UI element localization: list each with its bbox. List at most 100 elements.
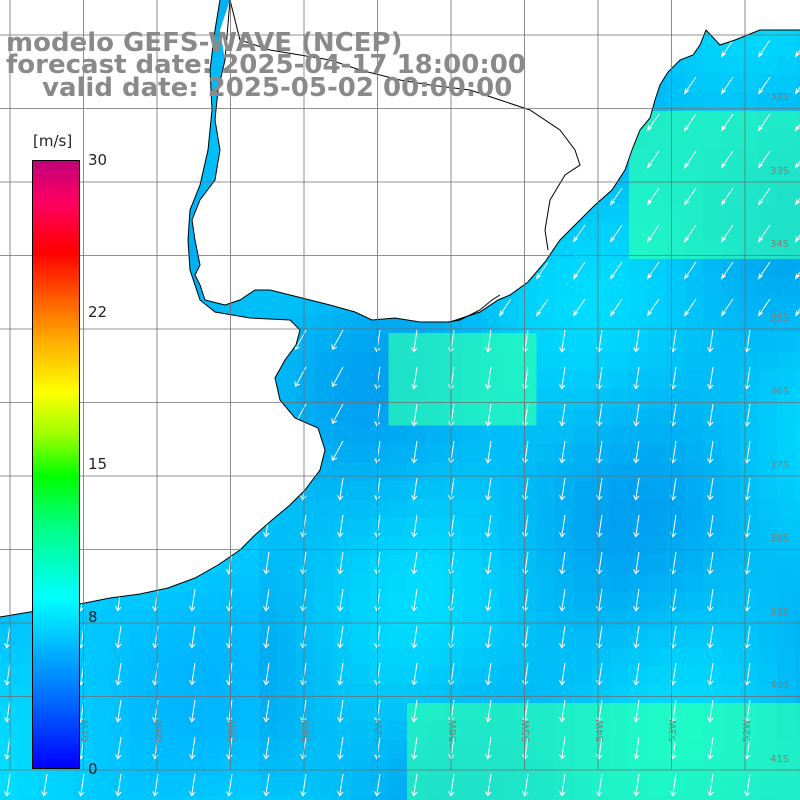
wind-arrow: [411, 366, 418, 390]
wind-cell: [314, 314, 334, 334]
wind-cell: [573, 536, 593, 556]
wind-cell: [462, 407, 482, 426]
wind-cell: [222, 647, 241, 667]
wind-cell: [703, 259, 722, 278]
wind-cell: [203, 777, 223, 796]
wind-arrow: [707, 440, 714, 464]
wind-cell: [425, 666, 445, 685]
wind-cell: [536, 444, 556, 463]
wind-cell: [462, 518, 482, 537]
wind-arrow: [485, 329, 492, 353]
wind-cell: [499, 407, 519, 426]
wind-cell: [296, 795, 315, 800]
wind-cell: [388, 666, 408, 685]
wind-arrow: [683, 224, 697, 243]
wind-cell: [573, 647, 593, 667]
wind-cell: [166, 721, 186, 741]
wind-cell: [425, 444, 445, 463]
wind-arrow: [189, 773, 196, 797]
wind-cell: [351, 758, 371, 778]
wind-cell: [536, 610, 556, 630]
wind-cell: [777, 92, 796, 112]
wind-cell: [629, 259, 648, 278]
wind-cell: [111, 610, 130, 630]
wind-cell: [314, 777, 334, 796]
wind-cell: [573, 518, 593, 537]
model-title: modelo GEFS-WAVE (NCEP): [6, 28, 403, 58]
wind-arrow: [263, 551, 270, 575]
wind-arrow: [559, 366, 566, 390]
wind-arrow: [485, 773, 492, 797]
wind-cell: [777, 37, 796, 56]
wind-cell: [499, 610, 519, 630]
wind-cell: [629, 499, 648, 519]
wind-cell: [758, 407, 778, 426]
wind-cell: [647, 444, 667, 463]
wind-cell: [573, 370, 593, 389]
wind-cell: [758, 166, 778, 186]
wind-cell: [573, 425, 593, 445]
wind-cell: [444, 536, 463, 556]
lat-label: 38S: [770, 533, 790, 544]
wind-cell: [425, 777, 445, 796]
wind-cell: [462, 684, 482, 704]
wind-cell: [703, 240, 722, 260]
wind-cell: [758, 592, 778, 611]
wind-cell: [388, 684, 408, 704]
wind-cell: [555, 425, 574, 445]
lat-label: 33S: [770, 165, 790, 177]
wind-cell: [314, 647, 334, 667]
wind-cell: [240, 592, 260, 611]
wind-cell: [758, 647, 778, 667]
wind-cell: [277, 536, 297, 556]
wind-cell: [647, 647, 667, 667]
lat-label: 36S: [770, 386, 790, 397]
wind-cell: [314, 721, 334, 741]
wind-cell: [740, 37, 759, 56]
wind-cell: [481, 462, 500, 482]
wind-arrow: [633, 699, 640, 723]
wind-cell: [777, 481, 796, 500]
wind-cell: [721, 425, 741, 445]
wind-cell: [703, 277, 722, 297]
wind-cell: [573, 259, 593, 278]
wind-cell: [629, 240, 648, 260]
wind-arrow: [78, 773, 85, 797]
wind-cell: [185, 647, 204, 667]
wind-cell: [407, 795, 426, 800]
wind-cell: [536, 684, 556, 704]
wind-cell: [610, 370, 630, 389]
wind-cell: [703, 647, 722, 667]
wind-cell: [647, 536, 667, 556]
wind-arrow: [720, 298, 734, 317]
wind-cell: [185, 795, 204, 800]
wind-cell: [388, 573, 408, 593]
wind-cell: [481, 721, 500, 741]
wind-cell: [462, 610, 482, 630]
wind-cell: [0, 758, 19, 778]
lon-label: 53W: [668, 719, 679, 742]
wind-cell: [499, 740, 519, 759]
wind-cell: [92, 684, 112, 704]
wind-cell: [777, 425, 796, 445]
wind-cell: [777, 55, 796, 75]
wind-cell: [684, 795, 704, 800]
wind-cell: [647, 240, 667, 260]
wind-arrow: [794, 308, 800, 317]
wind-cell: [444, 758, 463, 778]
wind-arrow: [411, 514, 418, 538]
wind-cell: [740, 277, 759, 297]
wind-cell: [203, 703, 223, 722]
wind-cell: [666, 240, 685, 260]
wind-cell: [684, 610, 704, 630]
wind-cell: [795, 518, 800, 537]
wind-cell: [277, 518, 297, 537]
wind-cell: [277, 703, 297, 722]
wind-arrow: [633, 662, 640, 686]
lon-label: 56W: [447, 719, 459, 742]
wind-cell: [647, 314, 667, 334]
wind-cell: [795, 222, 800, 241]
wind-cell: [610, 758, 630, 778]
wind-cell: [795, 740, 800, 759]
wind-cell: [777, 296, 796, 315]
